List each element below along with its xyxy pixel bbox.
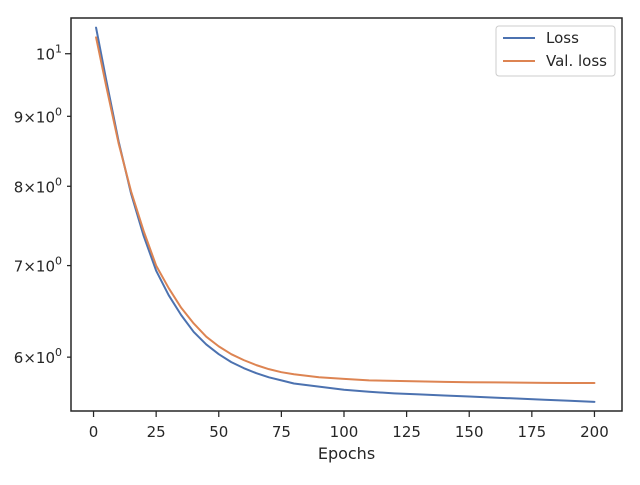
legend-label-loss: Loss bbox=[546, 29, 579, 47]
y-tick-label: 101 bbox=[36, 43, 62, 64]
series-layer bbox=[95, 26, 596, 403]
series-line-loss bbox=[95, 26, 596, 403]
x-tick-label: 50 bbox=[209, 423, 228, 441]
x-tick-label: 125 bbox=[392, 423, 421, 441]
x-tick-label: 0 bbox=[89, 423, 99, 441]
x-tick-label: 100 bbox=[330, 423, 359, 441]
y-axis-ticks: 6×100 7×100 8×100 9×100 101 bbox=[14, 43, 71, 367]
plot-frame bbox=[70, 17, 623, 412]
y-tick-label: 6×100 bbox=[14, 346, 62, 367]
legend: Loss Val. loss bbox=[495, 25, 616, 77]
x-tick-label: 200 bbox=[580, 423, 609, 441]
y-tick-label: 9×100 bbox=[14, 105, 62, 126]
x-tick-label: 75 bbox=[272, 423, 291, 441]
x-axis-title: Epochs bbox=[318, 444, 375, 463]
legend-label-val-loss: Val. loss bbox=[546, 52, 607, 70]
x-tick-label: 25 bbox=[147, 423, 166, 441]
y-tick-label: 7×100 bbox=[14, 255, 62, 276]
y-tick-label: 8×100 bbox=[14, 175, 62, 196]
series-line-val-loss bbox=[95, 36, 596, 384]
x-tick-label: 150 bbox=[455, 423, 484, 441]
x-tick-label: 175 bbox=[518, 423, 547, 441]
x-axis-ticks: 0 25 50 75 100 125 150 175 200 bbox=[89, 411, 609, 441]
